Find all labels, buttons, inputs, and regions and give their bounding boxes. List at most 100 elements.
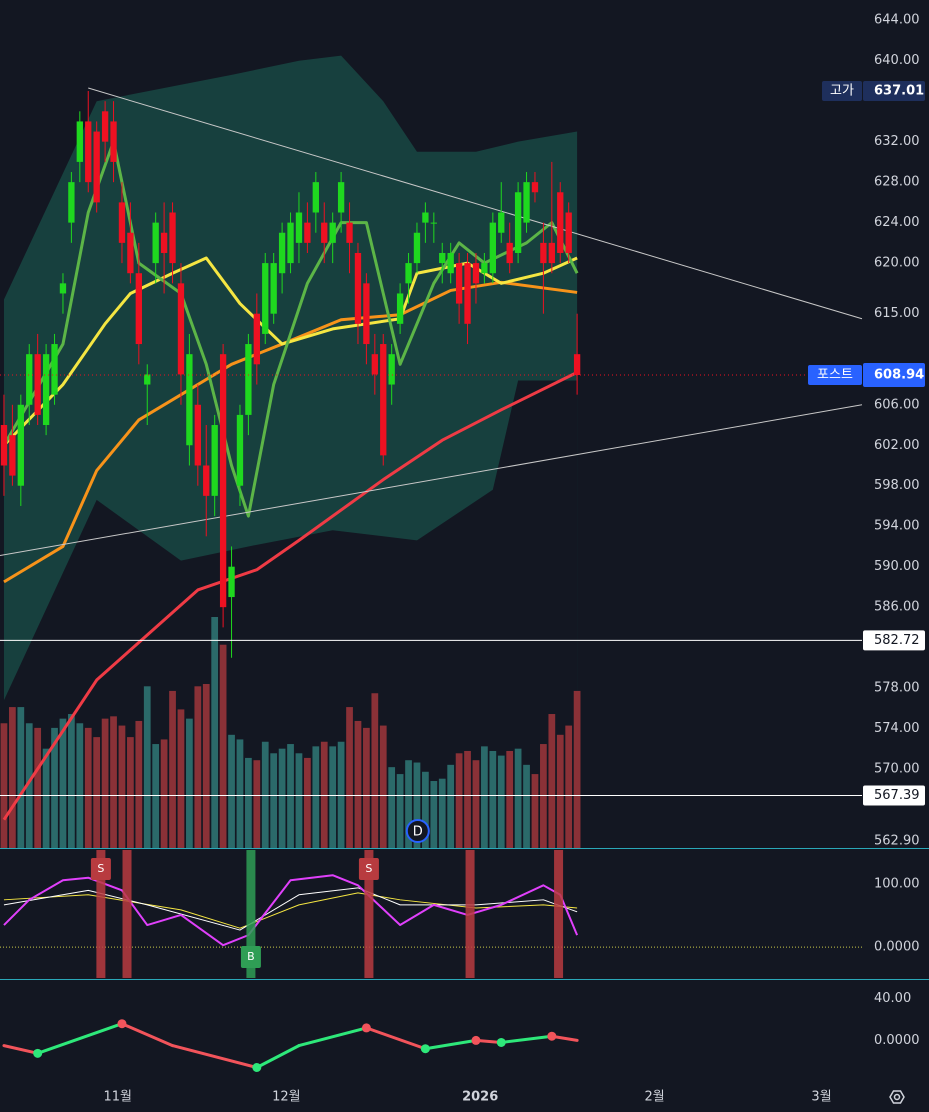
candle-body bbox=[295, 212, 303, 243]
volume-bar bbox=[9, 707, 16, 848]
candle-body bbox=[135, 273, 142, 345]
signal-box bbox=[358, 858, 379, 880]
candle-body bbox=[228, 566, 235, 598]
y-tick-label: 632.00 bbox=[874, 134, 920, 149]
volume-bar bbox=[169, 690, 176, 848]
tag-label: 포스트 bbox=[817, 368, 853, 383]
volume-bar bbox=[34, 727, 42, 848]
candle-body bbox=[245, 344, 252, 415]
volume-bar bbox=[573, 690, 581, 848]
volume-bar bbox=[17, 707, 25, 848]
level-label: 582.72 bbox=[874, 633, 920, 648]
event-marker bbox=[405, 819, 430, 843]
candle-body bbox=[464, 263, 471, 324]
volume-bar bbox=[219, 644, 227, 848]
tag-box bbox=[808, 365, 862, 386]
volume-bar bbox=[565, 725, 573, 848]
oscillator-line bbox=[3, 887, 578, 931]
x-tick-label: 12월 bbox=[272, 1090, 301, 1105]
candle-body bbox=[127, 232, 134, 274]
candle-body bbox=[514, 192, 522, 253]
candle-body bbox=[152, 222, 159, 264]
price-pane bbox=[0, 55, 863, 947]
volume-bar bbox=[405, 760, 412, 848]
candle-body bbox=[380, 344, 387, 456]
candle-body bbox=[557, 192, 564, 253]
candle-body bbox=[531, 182, 539, 193]
macd-dot bbox=[361, 1023, 371, 1033]
volume-bar bbox=[506, 750, 514, 848]
oscillator-line bbox=[3, 892, 578, 929]
signal-bar bbox=[364, 850, 374, 978]
volume-bar bbox=[84, 727, 92, 848]
y-tick-label: 640.00 bbox=[874, 53, 920, 68]
candle-body bbox=[481, 263, 488, 274]
candle-body bbox=[472, 263, 480, 284]
candle-body bbox=[540, 242, 547, 264]
macd-segment bbox=[423, 1038, 478, 1051]
level-box bbox=[863, 630, 925, 651]
signal-label: S bbox=[365, 862, 372, 875]
candle-body bbox=[312, 182, 319, 213]
y-tick-label: 594.00 bbox=[874, 519, 920, 534]
candle-body bbox=[9, 435, 16, 476]
candle-body bbox=[573, 354, 581, 376]
macd-dot bbox=[471, 1035, 481, 1045]
candle-body bbox=[169, 212, 176, 264]
y-tick-label: 628.00 bbox=[874, 175, 920, 190]
gear[interactable] bbox=[889, 1090, 905, 1104]
candle-body bbox=[203, 465, 210, 496]
volume-bar bbox=[489, 750, 497, 848]
x-tick-label: 2월 bbox=[645, 1090, 665, 1105]
candle-body bbox=[489, 222, 496, 274]
candle-body bbox=[219, 354, 227, 608]
candle-body bbox=[177, 283, 185, 375]
candle-body bbox=[498, 212, 505, 233]
candle-body bbox=[101, 111, 109, 142]
candle-body bbox=[51, 344, 58, 395]
volume-bar bbox=[337, 741, 345, 848]
gear-center[interactable] bbox=[893, 1093, 901, 1101]
macd-dot bbox=[117, 1019, 127, 1029]
volume-bar bbox=[118, 725, 126, 848]
macd-segment bbox=[364, 1026, 427, 1051]
volume-bar bbox=[59, 718, 67, 848]
candle-body bbox=[186, 354, 193, 446]
macd-segment bbox=[120, 1022, 175, 1048]
level-box bbox=[863, 80, 925, 101]
y-tick-label: 620.00 bbox=[874, 256, 920, 271]
volume-bar bbox=[464, 750, 471, 848]
candle-body bbox=[371, 354, 378, 375]
candle-body bbox=[262, 263, 269, 334]
settings-icon[interactable] bbox=[889, 1090, 905, 1104]
volume-bar bbox=[177, 709, 185, 848]
volume-bar bbox=[556, 734, 564, 848]
y-tick-label: 606.00 bbox=[874, 397, 920, 412]
y-tick-label: 0.0000 bbox=[874, 940, 920, 955]
volume-bar bbox=[93, 737, 101, 848]
event-label: D bbox=[413, 825, 423, 840]
volume-bar bbox=[481, 746, 488, 848]
macd-segment bbox=[499, 1034, 554, 1044]
volume-bar bbox=[388, 767, 396, 848]
volume-bar bbox=[346, 707, 353, 848]
macd-dot bbox=[33, 1048, 43, 1058]
candle-body bbox=[346, 222, 353, 243]
level-label: 608.94 bbox=[874, 368, 924, 383]
candle-body bbox=[211, 425, 218, 496]
candle-body bbox=[523, 182, 530, 223]
volume-bar bbox=[186, 718, 193, 848]
candle-body bbox=[413, 232, 421, 264]
signal-box bbox=[90, 858, 111, 880]
candle-body bbox=[160, 232, 168, 253]
signal-bar bbox=[96, 850, 106, 978]
volume-bar bbox=[236, 739, 244, 848]
volume-bar bbox=[202, 683, 210, 848]
volume-bar bbox=[270, 753, 278, 848]
signal-bar bbox=[246, 850, 256, 978]
candle-body bbox=[447, 252, 454, 274]
volume-bar bbox=[422, 771, 429, 848]
candle-body bbox=[42, 354, 50, 426]
candle-body bbox=[0, 425, 8, 466]
volume-bar bbox=[295, 753, 303, 848]
